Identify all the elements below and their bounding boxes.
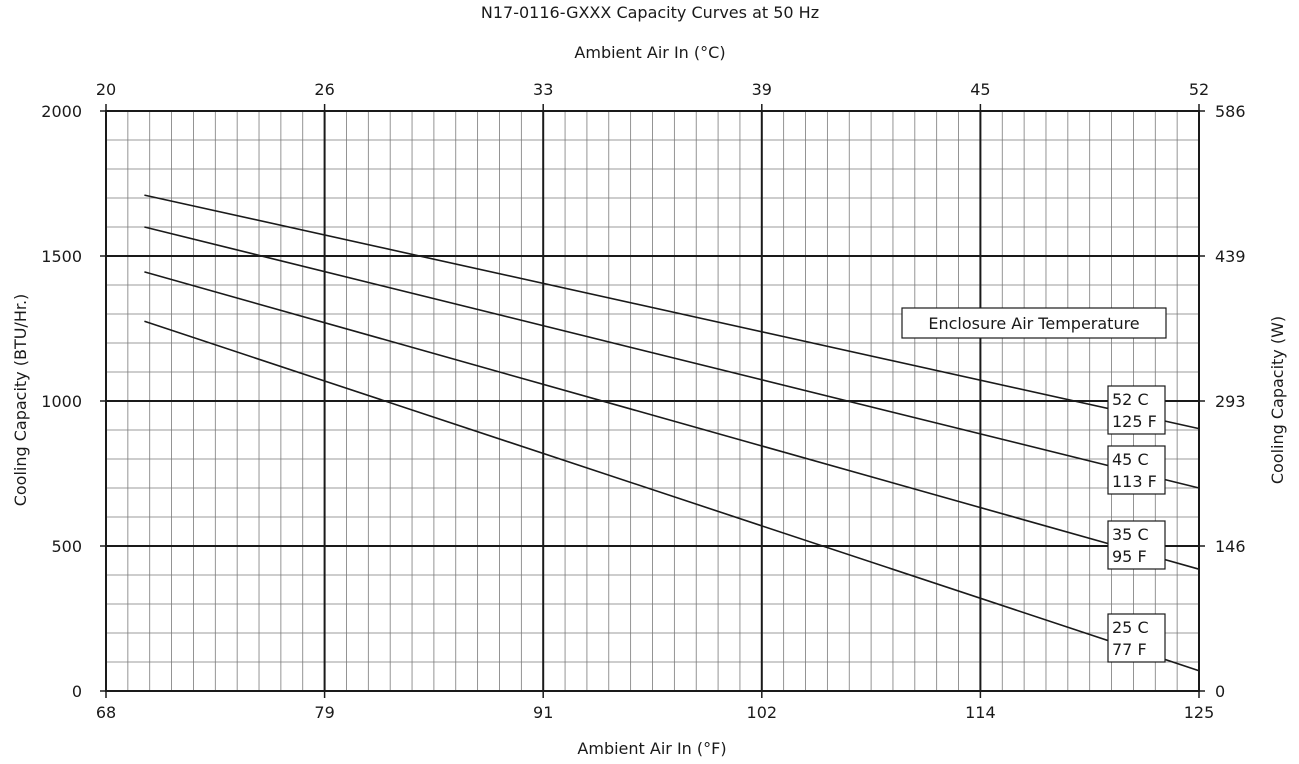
x-tick-label: 79 xyxy=(314,703,334,722)
series-label-box xyxy=(1107,445,1166,495)
y-tick-label: 1500 xyxy=(41,247,82,266)
y2-tick-label: 146 xyxy=(1215,537,1246,556)
series-label-text: 113 F xyxy=(1112,472,1157,491)
series-label-box xyxy=(1107,385,1166,435)
y-tick-label: 500 xyxy=(51,537,82,556)
series-label-box xyxy=(1107,520,1166,570)
series-line-4 xyxy=(144,320,1200,672)
x-tick-label: 114 xyxy=(965,703,996,722)
x2-tick-label: 45 xyxy=(970,80,990,99)
y-tick-labels: 0 500 1000 1500 2000 xyxy=(41,102,106,701)
y2-tick-label: 0 xyxy=(1215,682,1225,701)
series-label-text: 45 C xyxy=(1112,450,1149,469)
series-line-3 xyxy=(144,271,1200,570)
x-tick-label: 102 xyxy=(747,703,778,722)
major-gridlines xyxy=(106,111,1199,691)
series-label-text: 95 F xyxy=(1112,547,1147,566)
legend-title-box: Enclosure Air Temperature xyxy=(901,307,1167,339)
x2-tick-label: 26 xyxy=(314,80,334,99)
x-tick-label: 125 xyxy=(1184,703,1215,722)
y2-tick-label: 439 xyxy=(1215,247,1246,266)
series-label-2: 45 C 113 F xyxy=(1107,445,1166,495)
x-axis-title: Ambient Air In (°F) xyxy=(577,739,726,758)
series-label-1: 52 C 125 F xyxy=(1107,385,1166,435)
series-line-2 xyxy=(144,226,1200,489)
series-label-box xyxy=(1107,613,1166,663)
x2-tick-label: 20 xyxy=(96,80,116,99)
series-label-text: 125 F xyxy=(1112,412,1157,431)
series-label-text: 25 C xyxy=(1112,618,1149,637)
y2-tick-label: 293 xyxy=(1215,392,1246,411)
series-label-4: 25 C 77 F xyxy=(1107,613,1166,663)
x2-tick-label: 39 xyxy=(752,80,772,99)
y-tick-label: 2000 xyxy=(41,102,82,121)
series-label-text: 35 C xyxy=(1112,525,1149,544)
x2-tick-label: 33 xyxy=(533,80,553,99)
x-tick-labels: 68 79 91 102 114 125 xyxy=(96,691,1214,722)
series-label-text: 52 C xyxy=(1112,390,1149,409)
x2-tick-labels: 20 26 33 39 45 52 xyxy=(96,80,1209,111)
x2-tick-label: 52 xyxy=(1189,80,1209,99)
y-tick-label: 0 xyxy=(72,682,82,701)
x2-axis-title: Ambient Air In (°C) xyxy=(574,43,725,62)
series-labels: 52 C 125 F 45 C 113 F 35 C 95 F 25 C 77 F xyxy=(1107,385,1166,663)
series-label-text: 77 F xyxy=(1112,640,1147,659)
x-tick-label: 68 xyxy=(96,703,116,722)
series-label-3: 35 C 95 F xyxy=(1107,520,1166,570)
y-tick-label: 1000 xyxy=(41,392,82,411)
legend-title: Enclosure Air Temperature xyxy=(928,314,1139,333)
y2-tick-label: 586 xyxy=(1215,102,1246,121)
series-line-1 xyxy=(144,194,1200,430)
y2-axis-title: Cooling Capacity (W) xyxy=(1268,316,1287,484)
series-lines xyxy=(144,194,1200,672)
chart-title: N17-0116-GXXX Capacity Curves at 50 Hz xyxy=(481,3,819,22)
x-tick-label: 91 xyxy=(533,703,553,722)
y-axis-title: Cooling Capacity (BTU/Hr.) xyxy=(11,294,30,507)
y2-tick-labels: 0 146 293 439 586 xyxy=(1199,102,1246,701)
